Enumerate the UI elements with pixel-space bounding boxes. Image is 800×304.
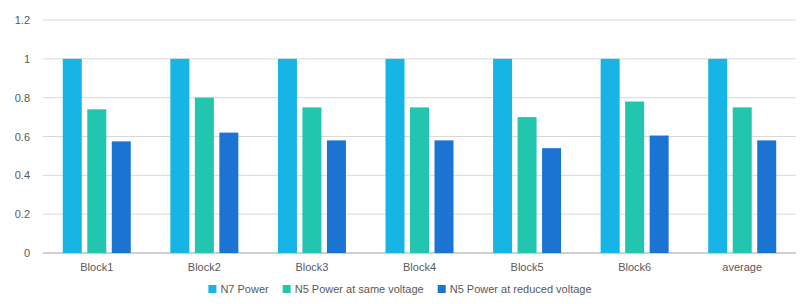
bar [650, 136, 669, 253]
grid-line [43, 20, 796, 21]
x-tick-label: average [722, 261, 762, 273]
y-tick-label: 0 [24, 247, 30, 259]
x-tick-label: Block6 [618, 261, 651, 273]
bar [601, 59, 620, 253]
x-tick-label: Block2 [188, 261, 221, 273]
bar [278, 59, 297, 253]
bar [410, 107, 429, 253]
bar [518, 117, 537, 253]
bars [63, 59, 776, 253]
legend-label: N5 Power at same voltage [295, 283, 424, 295]
y-tick-label: 0.6 [15, 131, 30, 143]
y-tick-label: 0.2 [15, 208, 30, 220]
legend-label: N5 Power at reduced voltage [450, 283, 592, 295]
chart: 0 0.2 0.4 0.6 0.8 1 1.2 Block1 Block2 Block3 Block… [0, 0, 800, 304]
y-tick-label: 0.4 [15, 169, 30, 181]
y-tick-label: 0.8 [15, 92, 30, 104]
legend-swatch [208, 285, 216, 293]
bar [112, 141, 131, 253]
bar [327, 140, 346, 253]
bar [493, 59, 512, 253]
bar [170, 59, 189, 253]
y-tick-label: 1.2 [15, 14, 30, 26]
bar [87, 109, 106, 253]
bar [542, 148, 561, 253]
bar [708, 59, 727, 253]
bar [63, 59, 82, 253]
y-tick-label: 1 [24, 53, 30, 65]
x-tick-label: Block1 [80, 261, 113, 273]
bar [625, 102, 644, 253]
grid-line [43, 97, 796, 98]
bar [195, 98, 214, 253]
x-tick-label: Block3 [295, 261, 328, 273]
x-tick-label: Block5 [511, 261, 544, 273]
bar [386, 59, 405, 253]
bar [435, 140, 454, 253]
legend-swatch [438, 285, 446, 293]
legend-swatch [283, 285, 291, 293]
legend: N7 Power N5 Power at same voltage N5 Power… [208, 283, 591, 295]
bar [302, 107, 321, 253]
x-tick-label: Block4 [403, 261, 436, 273]
bar [219, 133, 238, 253]
grid-line [43, 58, 796, 59]
bar [757, 140, 776, 253]
bar [733, 107, 752, 253]
legend-label: N7 Power [220, 283, 269, 295]
